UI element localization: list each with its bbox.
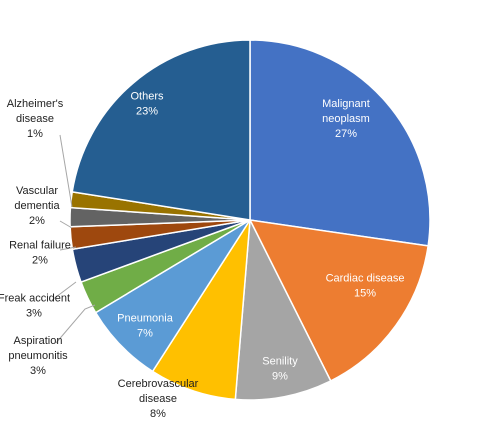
slice-senility <box>234 217 332 401</box>
label-name-line: Freak accident <box>0 293 70 305</box>
label-percent: 2% <box>29 215 45 227</box>
leader-line-vascular-dementia <box>59 220 73 229</box>
label-name-line: Aspiration <box>14 335 63 347</box>
label-percent: 8% <box>150 408 166 420</box>
label-cardiac-disease: Cardiac disease 15% <box>326 273 405 300</box>
label-percent: 1% <box>27 128 43 140</box>
label-name-line: disease <box>139 393 177 405</box>
leader-lines-group <box>51 134 96 344</box>
label-pneumonia: Pneumonia 7% <box>117 313 174 340</box>
label-name-line: Others <box>130 91 164 103</box>
label-percent: 3% <box>30 365 46 377</box>
label-name-line: dementia <box>14 200 60 212</box>
labels-group: Malignant neoplasm 27% Cardiac disease 15% Se… <box>0 91 404 421</box>
label-percent: 2% <box>32 255 48 267</box>
label-percent: 15% <box>354 288 376 300</box>
label-vascular-dementia: Vascular dementia 2% <box>14 185 60 227</box>
label-name-line: Senility <box>262 356 298 368</box>
label-percent: 7% <box>137 328 153 340</box>
label-name-line: Cerebrovascular <box>118 378 199 390</box>
label-malignant-neoplasm: Malignant neoplasm 27% <box>322 98 370 140</box>
label-name-line: Alzheimer's <box>7 98 64 110</box>
slices-group <box>69 39 431 401</box>
label-name-line: pneumonitis <box>8 350 68 362</box>
label-name-line: Renal failure <box>9 240 71 252</box>
slice-cardiac-disease <box>248 219 429 382</box>
label-others: Others 23% <box>130 91 164 118</box>
label-percent: 27% <box>335 128 357 140</box>
slice-others <box>71 39 251 221</box>
label-name-line: Pneumonia <box>117 313 174 325</box>
label-name-line: Vascular <box>16 185 58 197</box>
label-name-line: neoplasm <box>322 113 370 125</box>
label-percent: 3% <box>26 308 42 320</box>
label-name-line: Cardiac disease <box>326 273 405 285</box>
label-name-line: Malignant <box>322 98 370 110</box>
leader-line-renal-failure <box>59 246 77 251</box>
label-aspiration-pneumonitis: Aspiration pneumonitis 3% <box>8 335 68 377</box>
label-name-line: disease <box>16 113 54 125</box>
label-senility: Senility 9% <box>262 356 298 383</box>
label-percent: 23% <box>136 106 158 118</box>
label-freak-accident: Freak accident 3% <box>0 293 70 320</box>
label-renal-failure: Renal failure 2% <box>9 240 71 267</box>
label-cerebrovascular-disease: Cerebrovascular disease 8% <box>118 378 199 420</box>
leader-line-freak-accident <box>51 281 77 301</box>
slice-malignant-neoplasm <box>249 39 431 247</box>
leader-line-aspiration-pneumonitis <box>55 304 96 344</box>
leader-line-alzheimer-s-disease <box>59 134 73 208</box>
label-alzheimer-s-disease: Alzheimer's disease 1% <box>7 98 64 140</box>
label-percent: 9% <box>272 371 288 383</box>
